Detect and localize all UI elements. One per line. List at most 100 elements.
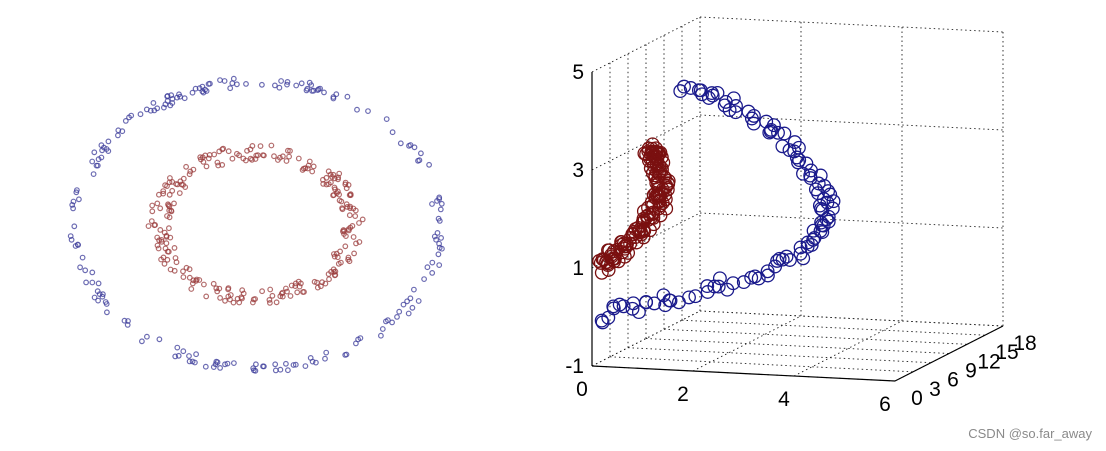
- outer-ring-point: [435, 215, 442, 222]
- red-3d-point: [632, 225, 646, 240]
- inner-ring-point: [353, 240, 359, 247]
- outer-ring-point: [436, 262, 443, 269]
- outer-ring-point: [404, 298, 411, 305]
- outer-ring-point: [379, 326, 386, 332]
- outer-ring-point: [411, 144, 418, 151]
- outer-ring-point: [103, 309, 110, 316]
- blue-3d-point: [711, 279, 726, 294]
- blue-3d-point: [726, 91, 741, 106]
- outer-ring-point: [431, 233, 438, 240]
- outer-ring-point: [114, 132, 121, 139]
- outer-ring-point: [284, 81, 290, 88]
- inner-ring-point: [267, 286, 274, 293]
- outer-ring-point: [217, 77, 223, 83]
- z-tick-label: 5: [572, 61, 584, 84]
- z-tick-label: 1: [572, 257, 584, 280]
- outer-ring-point: [394, 314, 400, 320]
- outer-ring-point: [357, 335, 364, 342]
- outer-ring-point: [124, 322, 131, 328]
- inner-ring-point: [154, 242, 161, 249]
- red-3d-point: [660, 176, 675, 191]
- outer-ring-point: [71, 223, 78, 230]
- blue-3d-point: [717, 98, 732, 113]
- blue-3d-point: [766, 118, 781, 133]
- inner-ring-point: [161, 260, 168, 267]
- inner-ring-point: [171, 200, 177, 207]
- outer-ring-point: [95, 156, 102, 163]
- inner-ring-point: [326, 276, 332, 283]
- outer-ring-point: [293, 82, 300, 89]
- y-tick-label: 12: [977, 350, 1000, 373]
- blue-3d-point: [688, 289, 703, 304]
- outer-ring-point: [83, 279, 89, 286]
- outer-ring-point: [105, 138, 112, 145]
- inner-ring-point: [314, 284, 321, 291]
- 3d-axes: [591, 72, 1004, 382]
- inner-ring-point: [330, 266, 337, 273]
- outer-ring-point: [164, 97, 171, 104]
- inner-ring-point: [339, 205, 346, 212]
- outer-ring-point: [429, 201, 435, 207]
- inner-ring-point: [145, 223, 152, 230]
- outer-ring-point: [100, 144, 107, 151]
- outer-ring-point: [315, 86, 322, 93]
- outer-ring-point: [400, 301, 407, 308]
- inner-ring-point: [180, 274, 187, 281]
- outer-ring-point: [344, 93, 351, 100]
- inner-ring-point: [338, 259, 344, 266]
- blue-3d-point: [787, 135, 802, 150]
- floor-gridline: [793, 320, 903, 377]
- inner-ring-point: [197, 154, 204, 161]
- outer-ring-point: [75, 196, 82, 203]
- blue-3d-point: [616, 299, 631, 314]
- outer-ring-point: [383, 116, 390, 122]
- blue-3d-point: [705, 88, 720, 103]
- inner-ring-point: [236, 152, 243, 159]
- outer-ring-point: [138, 338, 145, 345]
- inner-ring-point: [277, 154, 283, 161]
- outer-ring-point: [406, 142, 412, 149]
- inner-ring-point: [279, 293, 286, 300]
- inner-ring-point: [280, 153, 286, 160]
- outer-ring-point: [230, 75, 237, 82]
- outer-ring-point: [89, 158, 96, 165]
- inner-ring-point: [200, 281, 207, 288]
- inner-ring-point: [214, 159, 221, 166]
- inner-ring-point: [310, 163, 317, 170]
- inner-ring-point: [249, 142, 256, 149]
- floor-gridline: [692, 315, 802, 372]
- inner-ring-point: [164, 256, 171, 263]
- blue-3d-point: [647, 296, 662, 311]
- red-3d-point: [615, 245, 630, 260]
- inner-ring-point: [311, 278, 318, 285]
- inner-ring-point: [203, 293, 210, 300]
- inner-ring-point: [287, 293, 294, 299]
- blue-3d-point: [789, 150, 804, 165]
- inner-ring-point: [186, 266, 193, 273]
- outer-ring-point: [143, 333, 150, 340]
- inner-ring-point: [152, 221, 159, 228]
- outer-ring-point: [73, 187, 80, 194]
- red-3d-point: [644, 144, 659, 159]
- inner-ring-point: [338, 198, 345, 205]
- inner-ring-point: [157, 226, 164, 233]
- inner-ring-point: [176, 190, 183, 197]
- inner-ring-point: [227, 296, 233, 303]
- blue-3d-point: [771, 125, 785, 140]
- inner-ring-point: [155, 245, 162, 252]
- outer-ring-point: [389, 319, 396, 326]
- inner-ring-point: [352, 213, 359, 220]
- inner-ring-point: [343, 201, 350, 208]
- inner-ring-point: [266, 297, 273, 303]
- blue-3d-point: [777, 126, 792, 141]
- inner-ring-point: [203, 163, 210, 170]
- inner-ring-point: [196, 277, 203, 283]
- inner-ring-point: [356, 239, 363, 245]
- outer-ring-point: [243, 80, 249, 87]
- inner-ring-point: [225, 148, 232, 155]
- watermark: CSDN @so.far_away: [968, 426, 1092, 441]
- outer-ring-point: [439, 245, 445, 252]
- outer-ring-point: [79, 254, 86, 261]
- blue-3d-point: [695, 87, 709, 102]
- outer-ring-point: [416, 157, 423, 164]
